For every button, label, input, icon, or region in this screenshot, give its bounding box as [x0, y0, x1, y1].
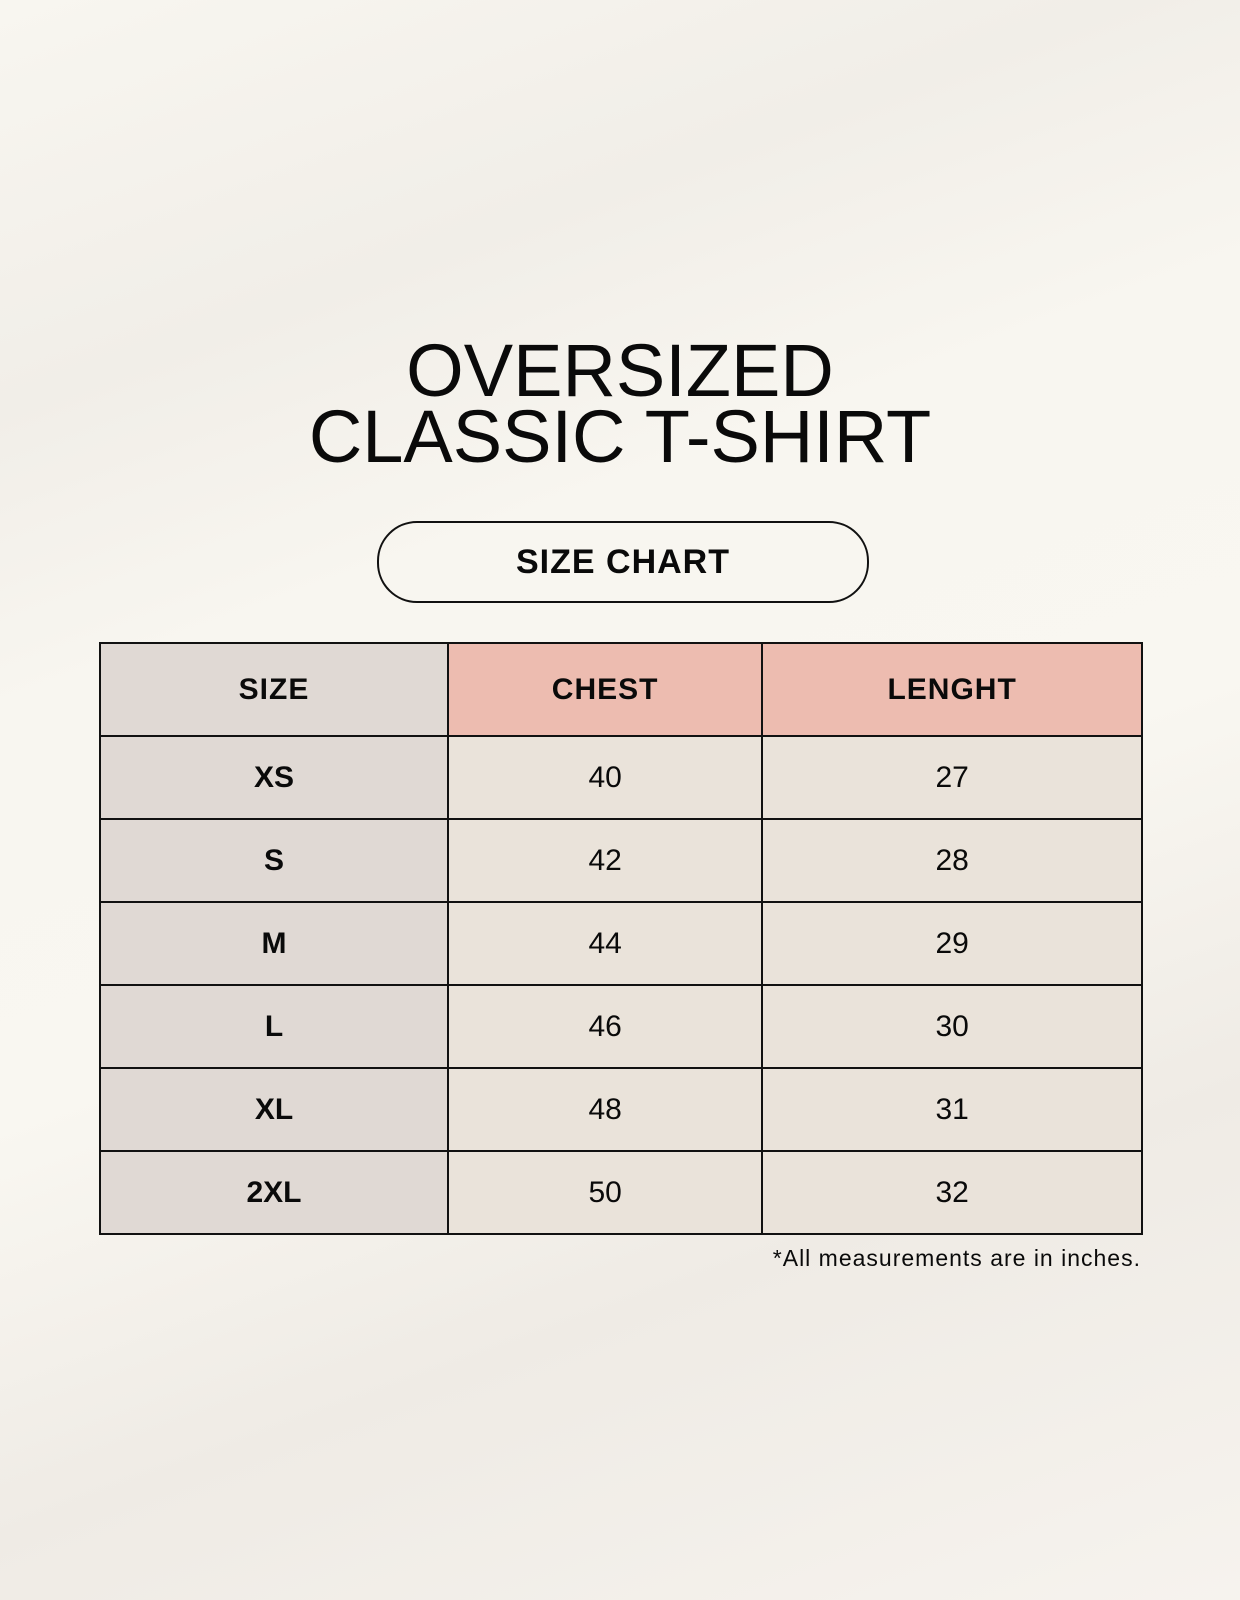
table-row: XL 48 31 [99, 1067, 1143, 1152]
cell-size: S [99, 818, 449, 903]
page-title: OVERSIZED CLASSIC T-SHIRT [0, 329, 1240, 478]
cell-length: 31 [761, 1067, 1143, 1152]
cell-size: XS [99, 735, 449, 820]
header-size: SIZE [99, 642, 449, 737]
cell-size: 2XL [99, 1150, 449, 1235]
cell-chest: 50 [446, 1150, 764, 1235]
size-table: SIZE CHEST LENGHT XS 40 27 S 42 28 M 44 29 L 46 30 X… [99, 642, 1143, 1235]
table-row: M 44 29 [99, 901, 1143, 986]
cell-size: M [99, 901, 449, 986]
cell-size: XL [99, 1067, 449, 1152]
cell-length: 28 [761, 818, 1143, 903]
table-header-row: SIZE CHEST LENGHT [99, 642, 1143, 737]
table-row: XS 40 27 [99, 735, 1143, 820]
header-chest: CHEST [446, 642, 764, 737]
title-line-2: CLASSIC T-SHIRT [308, 395, 932, 478]
cell-chest: 46 [446, 984, 764, 1069]
cell-chest: 44 [446, 901, 764, 986]
table-row: L 46 30 [99, 984, 1143, 1069]
size-chart-badge: SIZE CHART [377, 521, 869, 603]
cell-size: L [99, 984, 449, 1069]
table-row: 2XL 50 32 [99, 1150, 1143, 1235]
cell-length: 27 [761, 735, 1143, 820]
cell-length: 29 [761, 901, 1143, 986]
cell-chest: 40 [446, 735, 764, 820]
cell-chest: 42 [446, 818, 764, 903]
header-length: LENGHT [761, 642, 1143, 737]
footnote: *All measurements are in inches. [772, 1245, 1141, 1271]
cell-length: 32 [761, 1150, 1143, 1235]
title-line-1: OVERSIZED [406, 329, 834, 412]
cell-length: 30 [761, 984, 1143, 1069]
cell-chest: 48 [446, 1067, 764, 1152]
table-row: S 42 28 [99, 818, 1143, 903]
